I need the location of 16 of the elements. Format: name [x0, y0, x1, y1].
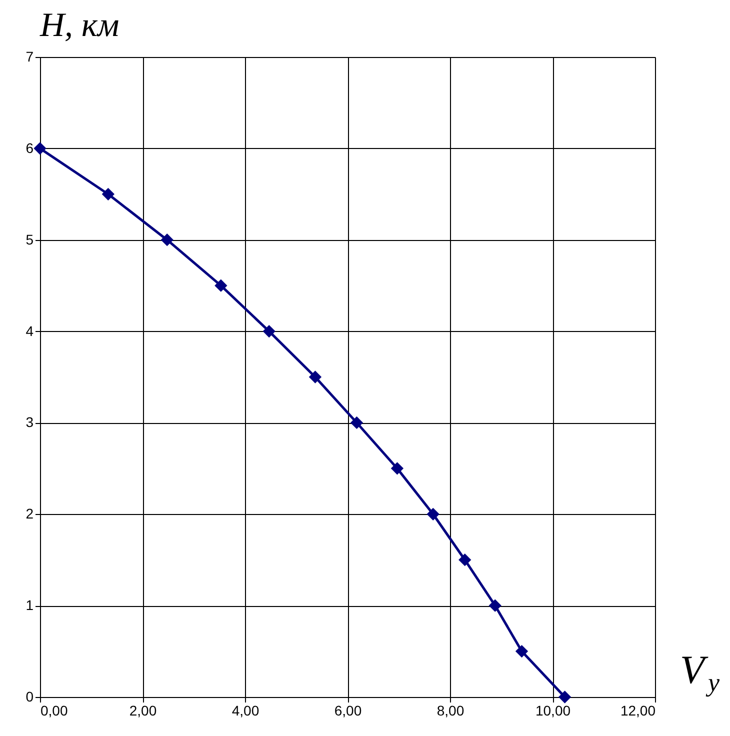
x-tick-label: 12,00: [620, 702, 656, 718]
x-tick-label: 6,00: [334, 702, 362, 718]
y-tick-label: 4: [26, 322, 34, 339]
y-tick-label: 1: [26, 597, 34, 614]
y-tick-label: 3: [26, 414, 34, 430]
x-tick-label: 2,00: [129, 702, 157, 718]
y-tick-label: 2: [26, 506, 34, 522]
y-tick-label: 6: [26, 140, 34, 156]
y-tick-label: 5: [26, 231, 34, 248]
x-tick-label: 8,00: [436, 702, 464, 718]
y-axis-title: H, км: [39, 7, 120, 44]
y-tick-label: 0: [26, 688, 34, 704]
y-tick-label: 7: [26, 48, 34, 64]
x-tick-label: 4,00: [232, 702, 260, 718]
x-tick-label: 0,00: [40, 702, 68, 718]
x-tick-label: 10,00: [535, 702, 571, 718]
